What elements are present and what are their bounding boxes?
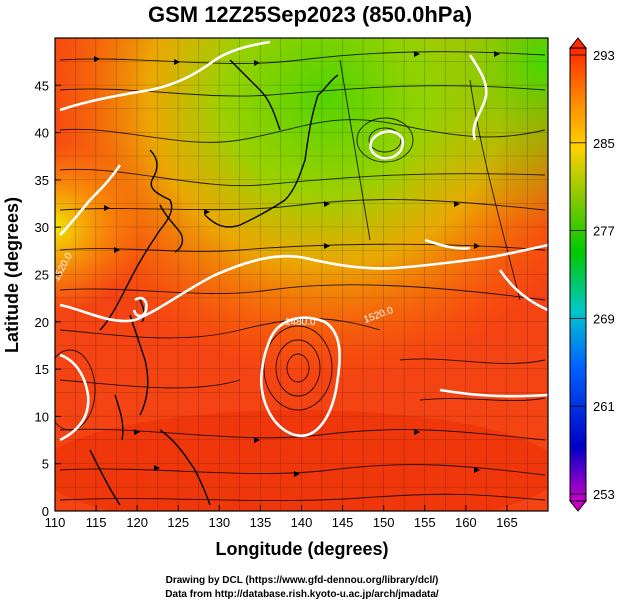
colorbar: 293 285 277 269 261 253 — [568, 37, 615, 512]
x-tick-label: 145 — [332, 515, 354, 530]
x-axis-ticks: 110 115 120 125 130 135 140 145 150 155 160 165 — [45, 505, 518, 530]
y-tick-label: 0 — [42, 504, 49, 519]
y-tick-label: 35 — [35, 173, 49, 188]
contour-label: 1480.0 — [285, 317, 316, 328]
y-axis-ticks: 0 5 10 15 20 25 30 35 40 45 — [35, 78, 61, 519]
colorbar-label: 261 — [593, 399, 615, 414]
colorbar-label: 293 — [593, 48, 615, 63]
x-axis-title: Longitude (degrees) — [215, 539, 388, 559]
y-axis-title: Latitude (degrees) — [2, 197, 22, 353]
geopotential-contours — [59, 40, 548, 442]
plot-area: 1520.0 1480.0 1520.0 — [55, 38, 548, 511]
x-tick-label: 130 — [208, 515, 230, 530]
wind-streamlines — [59, 51, 546, 502]
lat-lon-grid — [55, 38, 548, 511]
x-tick-label: 135 — [250, 515, 272, 530]
colorbar-label: 253 — [593, 487, 615, 502]
x-tick-label: 140 — [291, 515, 313, 530]
y-tick-label: 20 — [35, 315, 49, 330]
colorbar-label: 269 — [593, 311, 615, 326]
credit-data: Data from http://database.rish.kyoto-u.a… — [165, 589, 439, 600]
y-tick-label: 25 — [35, 268, 49, 283]
x-tick-label: 150 — [373, 515, 395, 530]
credit-drawing: Drawing by DCL (https://www.gfd-dennou.o… — [166, 575, 439, 586]
x-tick-label: 115 — [86, 515, 107, 530]
x-tick-label: 165 — [496, 515, 518, 530]
x-tick-label: 160 — [455, 515, 477, 530]
y-tick-label: 45 — [35, 78, 49, 93]
y-tick-label: 40 — [35, 126, 49, 141]
map-title: GSM 12Z25Sep2023 (850.0hPa) — [148, 2, 472, 27]
x-tick-label: 110 — [45, 515, 66, 530]
x-tick-label: 155 — [414, 515, 436, 530]
x-tick-label: 120 — [126, 515, 148, 530]
y-tick-label: 15 — [35, 362, 49, 377]
colorbar-label: 277 — [593, 224, 615, 239]
x-tick-label: 125 — [167, 515, 189, 530]
wind-arrows — [94, 51, 500, 477]
y-tick-label: 10 — [35, 409, 49, 424]
coastlines — [89, 59, 339, 506]
y-tick-label: 5 — [42, 457, 49, 472]
y-tick-label: 30 — [35, 220, 49, 235]
colorbar-label: 285 — [593, 136, 615, 151]
